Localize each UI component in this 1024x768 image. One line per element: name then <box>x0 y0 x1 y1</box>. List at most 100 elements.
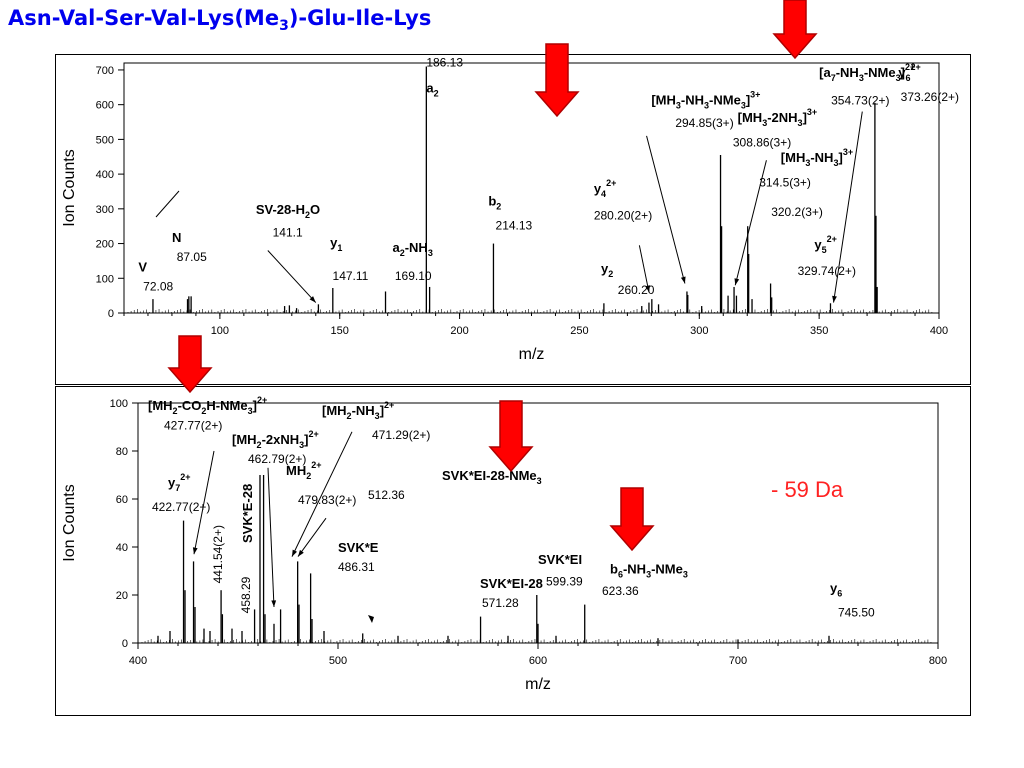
y-axis-label: Ion Counts <box>61 149 78 226</box>
top-spectrum-panel: 100 150 200 250 300 350 400 0 100 200 300 400 500 600… <box>55 54 971 385</box>
ion-label: N <box>172 230 181 245</box>
red-arrow-marker <box>772 0 818 60</box>
ion-label: [MH2-2xNH3]2+ <box>232 429 319 450</box>
ion-value: 329.74(2+) <box>798 264 856 278</box>
pointer-line <box>193 450 215 555</box>
y-tick-label: 400 <box>96 169 114 181</box>
rotated-ion-label: 458.29 <box>239 576 253 613</box>
y-tick-label: 600 <box>96 100 114 112</box>
y-tick-label: 200 <box>96 239 114 251</box>
ion-value: 373.26(2+) <box>901 90 959 104</box>
decorative-slash <box>155 190 180 218</box>
ion-label: a2 <box>426 81 438 99</box>
ion-label: V <box>138 259 147 274</box>
ion-label: SVK*EI <box>538 552 582 567</box>
x-tick-label: 150 <box>331 325 349 337</box>
rotated-ion-label: SVK*E-28 <box>240 484 255 543</box>
ion-label: y6 <box>830 581 842 599</box>
x-axis-label: m/z <box>519 346 545 363</box>
ion-value: 462.79(2+) <box>248 452 306 466</box>
ion-value: 72.08 <box>143 279 173 293</box>
ion-value: 745.50 <box>838 606 875 620</box>
x-tick-label: 400 <box>129 655 147 667</box>
pointer-line <box>646 135 686 284</box>
ion-value: 141.1 <box>273 226 303 240</box>
ion-label: b6-NH3-NMe3 <box>610 561 688 579</box>
x-tick-label: 100 <box>211 325 229 337</box>
x-tick-label: 250 <box>570 325 588 337</box>
ion-value: 280.20(2+) <box>594 208 652 222</box>
top-spectrum-chart: 100 150 200 250 300 350 400 0 100 200 300 400 500 600… <box>61 55 959 363</box>
ion-label: y42+ <box>594 178 617 199</box>
pointer-line <box>297 517 327 557</box>
ion-value: 512.36 <box>368 488 405 502</box>
ion-label: y62+ <box>898 62 921 83</box>
x-tick-label: 500 <box>329 655 347 667</box>
ion-value: 486.31 <box>338 560 375 574</box>
bottom-spectrum-chart: 400 500 600 700 800 0 20 40 60 80 100 m/z Ion Counts… <box>61 395 947 693</box>
slide-title: Asn-Val-Ser-Val-Lys(Me3)-Glu-Ile-Lys <box>8 6 432 35</box>
y-tick-label: 300 <box>96 204 114 216</box>
x-tick-label: 800 <box>929 655 947 667</box>
x-tick-label: 600 <box>529 655 547 667</box>
ion-label: SV-28-H2O <box>256 202 320 220</box>
ion-label: y1 <box>330 235 342 253</box>
y-tick-label: 100 <box>96 273 114 285</box>
pointer-arrowhead <box>309 296 316 303</box>
y-tick-label: 40 <box>116 542 128 554</box>
ion-label: [MH3-NH3]3+ <box>781 147 853 168</box>
pointer-arrowhead <box>680 276 686 284</box>
pointer-line <box>291 431 353 557</box>
pointer-line <box>267 250 317 303</box>
y-tick-label: 700 <box>96 65 114 77</box>
ion-label: [MH2-CO2H-NMe3]2+ <box>148 395 267 416</box>
ion-label: y72+ <box>168 472 191 493</box>
bottom-spectrum-panel: 400 500 600 700 800 0 20 40 60 80 100 m/z Ion Counts… <box>55 386 971 716</box>
ion-value: 87.05 <box>177 250 207 264</box>
y-tick-label: 100 <box>110 398 128 410</box>
pointer-arrowhead <box>734 278 740 286</box>
pointer-line <box>833 111 863 303</box>
ion-value: 471.29(2+) <box>372 428 430 442</box>
pointer-arrowhead <box>292 549 298 557</box>
ion-label: b2 <box>488 193 501 211</box>
ion-value: 214.13 <box>496 219 533 233</box>
ion-value: 314.5(3+) <box>759 175 811 189</box>
y-tick-label: 500 <box>96 134 114 146</box>
y-axis-label: Ion Counts <box>61 484 78 561</box>
ion-value: 320.2(3+) <box>771 205 823 219</box>
ion-value: 169.10 <box>395 269 432 283</box>
ion-label: y52+ <box>814 234 837 255</box>
pointer-line <box>267 467 275 608</box>
ion-value: 623.36 <box>602 584 639 598</box>
ion-label: SVK*EI-28 <box>480 576 543 591</box>
ion-value: 427.77(2+) <box>164 418 222 432</box>
marker-arrowhead <box>368 615 374 623</box>
pointer-arrowhead <box>645 285 650 293</box>
ion-label: [MH2-NH3]2+ <box>322 400 394 421</box>
ion-label: MH22+ <box>286 460 322 481</box>
ion-label: [a7-NH3-NMe3]2+ <box>819 62 915 83</box>
ion-value: 354.73(2+) <box>831 94 889 108</box>
pointer-line <box>734 160 767 286</box>
pointer-arrowhead <box>192 547 198 555</box>
y-tick-label: 60 <box>116 494 128 506</box>
ion-label: a2-NH3 <box>392 240 432 258</box>
ion-label: y2 <box>601 261 613 279</box>
x-tick-label: 350 <box>810 325 828 337</box>
ion-value: 422.77(2+) <box>152 500 210 514</box>
rotated-ion-label: 441.54(2+) <box>211 525 225 583</box>
ion-label: SVK*E <box>338 540 379 555</box>
y-tick-label: 80 <box>116 446 128 458</box>
y-tick-label: 20 <box>116 590 128 602</box>
x-tick-label: 400 <box>930 325 948 337</box>
ion-label: [MH3-2NH3]3+ <box>738 107 818 128</box>
ion-value: 308.86(3+) <box>733 135 791 149</box>
ion-value: 571.28 <box>482 596 519 610</box>
pointer-line <box>638 245 650 293</box>
y-tick-label: 0 <box>108 308 114 320</box>
x-tick-label: 200 <box>450 325 468 337</box>
x-tick-label: 700 <box>729 655 747 667</box>
x-axis-label: m/z <box>525 676 551 693</box>
pointer-arrowhead <box>832 295 837 303</box>
